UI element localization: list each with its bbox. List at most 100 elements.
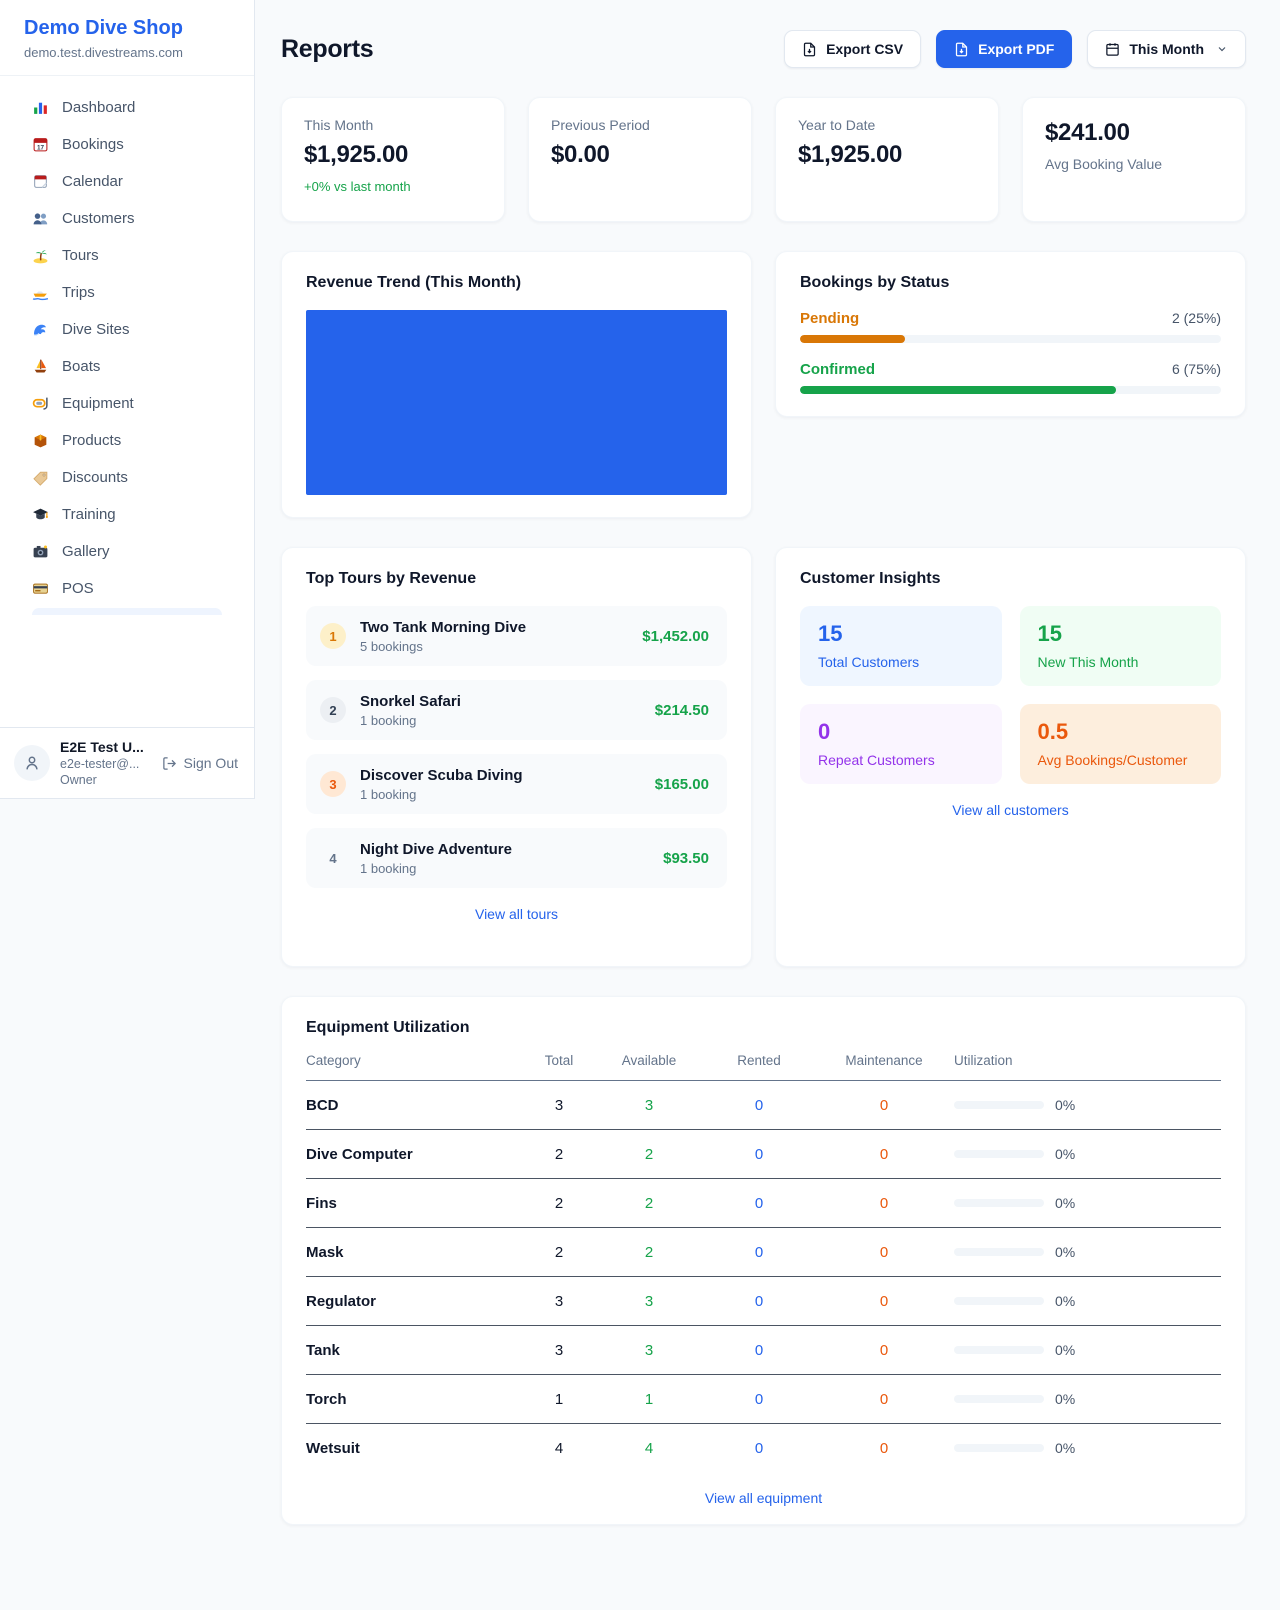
status-row-pending: Pending 2 (25%) <box>800 310 1221 343</box>
sidebar-item-boats[interactable]: Boats <box>16 348 238 385</box>
tour-name: Two Tank Morning Dive <box>360 618 527 636</box>
tour-revenue: $1,452.00 <box>642 627 709 645</box>
export-csv-button[interactable]: Export CSV <box>784 30 922 68</box>
progress-fill <box>800 335 906 343</box>
utilization-percent: 0% <box>1055 1440 1076 1456</box>
tile-total-customers: 15 Total Customers <box>800 606 1002 686</box>
cell-rented: 0 <box>754 1390 764 1408</box>
header-actions: Export CSV Export PDF This Month <box>784 30 1246 68</box>
people-icon <box>32 210 49 227</box>
column-header: Available <box>621 1053 677 1068</box>
sidebar-item-label: Equipment <box>62 395 134 412</box>
insights-row: Top Tours by Revenue 1 Two Tank Morning … <box>281 547 1246 967</box>
wave-icon <box>32 321 49 338</box>
utilization-percent: 0% <box>1055 1097 1076 1113</box>
sign-out-button[interactable]: Sign Out <box>162 755 240 771</box>
sidebar-item-pos[interactable]: POS <box>16 570 238 607</box>
sidebar-item-label: Discounts <box>62 469 128 486</box>
view-all-equipment-link[interactable]: View all equipment <box>704 1490 823 1506</box>
column-header: Utilization <box>954 1053 1013 1068</box>
status-row-confirmed: Confirmed 6 (75%) <box>800 361 1221 394</box>
sidebar-item-training[interactable]: Training <box>16 496 238 533</box>
cell-rented: 0 <box>754 1341 764 1359</box>
user-name: E2E Test U... <box>60 739 144 755</box>
sidebar-item-discounts[interactable]: Discounts <box>16 459 238 496</box>
view-all-customers-link[interactable]: View all customers <box>952 802 1069 818</box>
cell-total: 2 <box>554 1194 564 1212</box>
tour-name: Snorkel Safari <box>360 692 461 710</box>
top-tours-title: Top Tours by Revenue <box>306 570 477 587</box>
sidebar-item-tours[interactable]: Tours <box>16 237 238 274</box>
tour-bookings: 1 booking <box>360 712 417 728</box>
table-header: Category Total Available Rented Maintena… <box>306 1037 1221 1081</box>
user-info: E2E Test U... e2e-tester@... Owner <box>60 739 152 787</box>
file-download-icon <box>803 42 816 56</box>
cell-available: 3 <box>644 1292 654 1310</box>
cell-utilization: 0% <box>954 1440 1221 1456</box>
tile-value: 15 <box>1037 621 1062 646</box>
tour-revenue: $214.50 <box>654 701 709 719</box>
table-row: BCD 3 3 0 0 0% <box>306 1081 1221 1130</box>
sidebar-item-label: Products <box>62 432 122 449</box>
sidebar-item-calendar[interactable]: Calendar <box>16 163 238 200</box>
utilization-track <box>954 1346 1044 1354</box>
sidebar-item-bookings[interactable]: 17 Bookings <box>16 126 238 163</box>
cell-maintenance: 0 <box>879 1439 889 1457</box>
sidebar-header: Demo Dive Shop demo.test.divestreams.com <box>0 0 254 76</box>
file-download-icon <box>955 42 968 56</box>
sidebar-item-label: Tours <box>62 247 99 264</box>
tour-bookings: 1 booking <box>360 860 417 876</box>
tile-label: Total Customers <box>818 654 920 670</box>
cell-total: 3 <box>554 1292 564 1310</box>
table-row: Dive Computer 2 2 0 0 0% <box>306 1130 1221 1179</box>
utilization-track <box>954 1150 1044 1158</box>
revenue-trend-chart <box>306 310 727 495</box>
camera-icon <box>32 543 49 560</box>
tile-label: Avg Bookings/Customer <box>1037 752 1188 768</box>
sidebar-item-gallery[interactable]: Gallery <box>16 533 238 570</box>
sidebar-item-dive-sites[interactable]: Dive Sites <box>16 311 238 348</box>
view-all-tours-link[interactable]: View all tours <box>474 906 558 922</box>
tile-avg-bookings-customer: 0.5 Avg Bookings/Customer <box>1019 704 1221 784</box>
sidebar-item-trips[interactable]: Trips <box>16 274 238 311</box>
utilization-percent: 0% <box>1055 1195 1076 1211</box>
stat-cards: This Month $1,925.00 +0% vs last month P… <box>281 97 1246 222</box>
sidebar-item-dashboard[interactable]: Dashboard <box>16 89 238 126</box>
person-icon <box>26 756 38 770</box>
sidebar-item-label: Trips <box>62 284 95 301</box>
credit-card-icon <box>32 580 49 597</box>
sidebar-item-label: Dive Sites <box>62 321 130 338</box>
cell-available: 2 <box>644 1145 654 1163</box>
cell-category: Dive Computer <box>306 1145 413 1163</box>
cell-maintenance: 0 <box>879 1145 889 1163</box>
tile-value: 0 <box>818 719 831 744</box>
sidebar-item-products[interactable]: Products <box>16 422 238 459</box>
customer-insights-title: Customer Insights <box>800 570 941 587</box>
sidebar-item-label: Boats <box>62 358 101 375</box>
sidebar-item-label: Calendar <box>62 173 123 190</box>
sidebar-item-reports-partial[interactable] <box>32 608 222 615</box>
status-label: Confirmed <box>800 361 875 378</box>
tour-row: 1 Two Tank Morning Dive 5 bookings $1,45… <box>306 606 727 666</box>
cell-rented: 0 <box>754 1096 764 1114</box>
cell-available: 4 <box>644 1439 654 1457</box>
sidebar-item-customers[interactable]: Customers <box>16 200 238 237</box>
period-select[interactable]: This Month <box>1087 30 1246 68</box>
utilization-track <box>954 1199 1044 1207</box>
utilization-percent: 0% <box>1055 1244 1076 1260</box>
bookings-by-status-card: Bookings by Status Pending 2 (25%) Confi… <box>775 251 1246 417</box>
equipment-utilization-title: Equipment Utilization <box>306 1019 470 1036</box>
tour-bookings: 1 booking <box>360 786 417 802</box>
calendar-date-icon: 17 <box>32 136 49 153</box>
stat-label: This Month <box>304 117 374 133</box>
cell-total: 2 <box>554 1243 564 1261</box>
sidebar-item-equipment[interactable]: Equipment <box>16 385 238 422</box>
cell-category: Tank <box>306 1341 340 1359</box>
cell-category: Fins <box>306 1194 337 1212</box>
stat-label: Year to Date <box>798 117 876 133</box>
cell-maintenance: 0 <box>879 1194 889 1212</box>
cell-utilization: 0% <box>954 1195 1221 1211</box>
cell-maintenance: 0 <box>879 1341 889 1359</box>
export-pdf-button[interactable]: Export PDF <box>936 30 1073 68</box>
cell-utilization: 0% <box>954 1293 1221 1309</box>
